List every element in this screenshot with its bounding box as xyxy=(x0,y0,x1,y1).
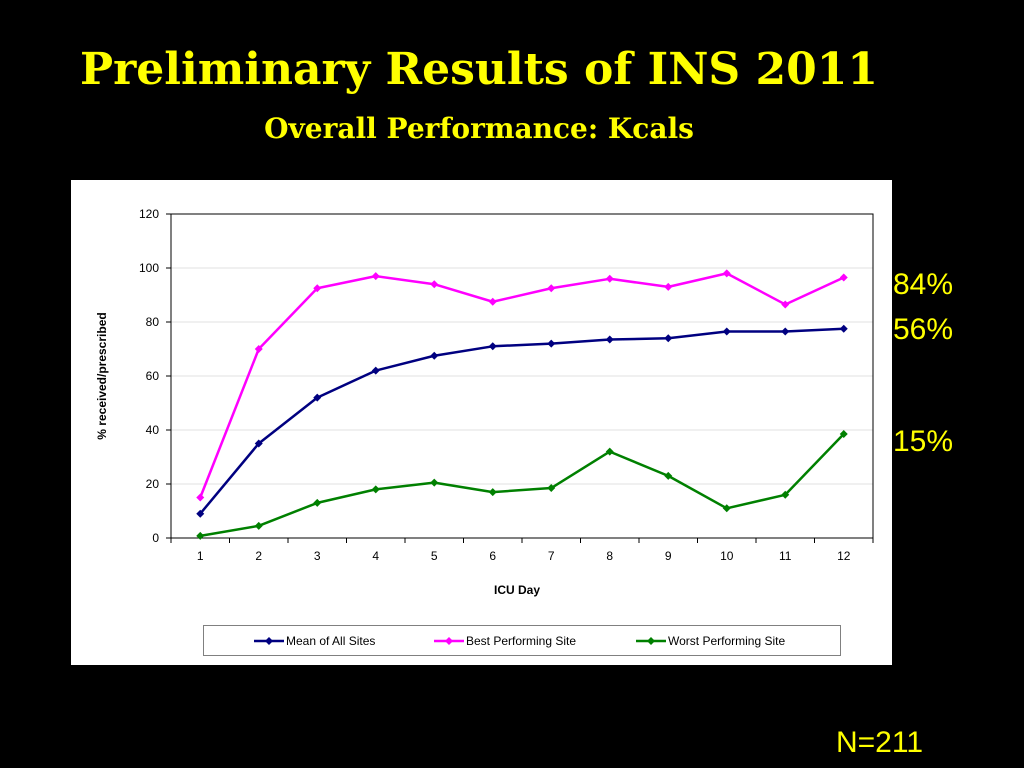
data-point-mean xyxy=(547,339,556,348)
legend-label-best: Best Performing Site xyxy=(466,633,577,648)
x-tick-label: 7 xyxy=(548,549,555,563)
data-point-best xyxy=(488,297,497,306)
data-point-worst xyxy=(664,471,673,480)
data-point-best xyxy=(313,284,322,293)
data-point-mean xyxy=(371,366,380,375)
x-tick-label: 2 xyxy=(255,549,262,563)
data-point-mean xyxy=(196,509,205,518)
data-point-worst xyxy=(722,504,731,513)
data-point-mean xyxy=(488,342,497,351)
x-tick-label: 12 xyxy=(837,549,851,563)
x-tick-label: 4 xyxy=(372,549,379,563)
gridlines xyxy=(171,267,873,485)
legend-swatch-best xyxy=(434,636,464,645)
mean-percentage: 56% xyxy=(893,313,954,346)
series-mean xyxy=(196,324,848,518)
data-point-best xyxy=(605,274,614,283)
y-tick-label: 80 xyxy=(146,315,160,329)
data-point-worst xyxy=(196,531,205,540)
data-point-worst xyxy=(547,484,556,493)
data-point-worst xyxy=(605,447,614,456)
chart-panel: 0 20 40 60 80 100 120 1 2 3 4 5 6 7 8 9 10 11 12 ICU Day %… xyxy=(71,180,892,665)
y-tick-label: 100 xyxy=(139,261,159,275)
data-point-mean xyxy=(781,327,790,336)
sample-size-label: N=211 xyxy=(836,726,924,759)
data-point-worst xyxy=(430,478,439,487)
data-point-best xyxy=(196,493,205,502)
x-tick-label: 8 xyxy=(606,549,613,563)
data-point-best xyxy=(839,273,848,282)
legend-label-worst: Worst Performing Site xyxy=(668,633,786,648)
legend-item-worst: Worst Performing Site xyxy=(636,626,785,655)
y-tick-label: 20 xyxy=(146,477,160,491)
series-best xyxy=(196,269,848,502)
y-tick-label: 40 xyxy=(146,423,160,437)
series-layer xyxy=(196,269,848,540)
best-site-percentage: 84% xyxy=(893,268,954,301)
x-tick-label: 10 xyxy=(720,549,734,563)
x-tick-label: 6 xyxy=(489,549,496,563)
data-point-best xyxy=(254,345,263,353)
data-point-worst xyxy=(839,430,848,439)
x-axis-title: ICU Day xyxy=(494,583,540,597)
legend-label-mean: Mean of All Sites xyxy=(286,633,376,648)
data-point-mean xyxy=(313,393,322,402)
data-point-best xyxy=(781,300,790,309)
x-tick-label: 5 xyxy=(431,549,438,563)
data-point-mean xyxy=(254,439,263,448)
data-point-mean xyxy=(430,351,439,360)
legend-swatch-marker xyxy=(445,636,453,645)
series-line-mean xyxy=(199,327,844,515)
series-worst xyxy=(196,430,848,540)
legend-swatch-marker xyxy=(647,636,655,645)
data-point-worst xyxy=(254,521,263,530)
data-point-worst xyxy=(371,485,380,494)
worst-site-percentage: 15% xyxy=(893,425,954,458)
data-point-mean xyxy=(839,324,848,333)
data-point-mean xyxy=(722,327,731,336)
x-tick-label: 9 xyxy=(665,549,672,563)
legend-swatch-marker xyxy=(265,636,273,645)
legend-swatch-mean xyxy=(254,636,284,645)
data-point-best xyxy=(547,284,556,293)
x-tick-label: 3 xyxy=(314,549,321,563)
data-point-best xyxy=(664,282,673,291)
data-point-worst xyxy=(488,488,497,497)
data-point-worst xyxy=(313,498,322,507)
data-point-worst xyxy=(781,490,790,499)
legend-swatch-worst xyxy=(636,636,666,645)
series-line-worst xyxy=(200,433,845,538)
y-tick-label: 120 xyxy=(139,207,159,221)
data-point-mean xyxy=(605,335,614,344)
slide-title: Preliminary Results of INS 2011 xyxy=(80,44,878,95)
x-tick-label: 1 xyxy=(197,549,204,563)
data-point-mean xyxy=(664,334,673,343)
legend-item-mean: Mean of All Sites xyxy=(254,626,375,655)
data-point-best xyxy=(722,269,731,278)
y-axis-title: % received/prescribed xyxy=(95,312,109,439)
y-tick-label: 0 xyxy=(152,531,159,545)
y-tick-label: 60 xyxy=(146,369,160,383)
series-line-best xyxy=(199,272,845,498)
legend-item-best: Best Performing Site xyxy=(434,626,576,655)
slide-subtitle: Overall Performance: Kcals xyxy=(264,112,694,145)
data-point-best xyxy=(430,280,439,289)
data-point-best xyxy=(371,272,380,281)
chart-legend: Mean of All Sites Best Performing Site W… xyxy=(203,625,841,656)
x-tick-label: 11 xyxy=(779,549,792,563)
